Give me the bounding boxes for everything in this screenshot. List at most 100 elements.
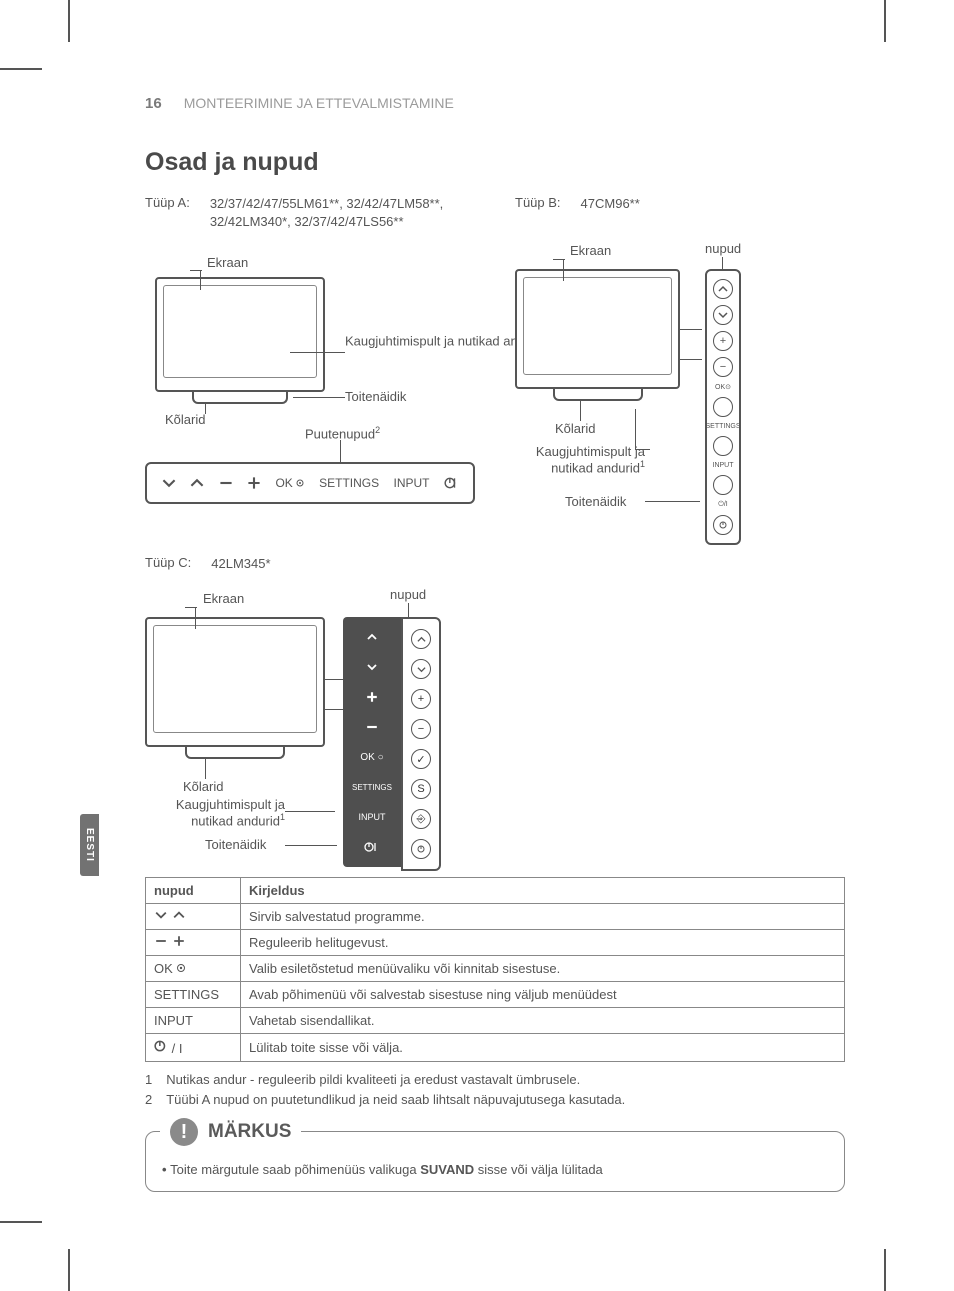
lead-line [290, 352, 345, 353]
desc-cell: Valib esiletõstetud menüüvaliku või kinn… [241, 956, 845, 982]
btn-cell-updown [146, 904, 241, 930]
table-row: INPUT Vahetab sisendallikat. [146, 1008, 845, 1034]
chevron-down-icon [343, 653, 401, 681]
minus-icon: − [713, 357, 733, 377]
circle-settings-icon: S [403, 775, 439, 803]
power-icon [343, 833, 401, 861]
callout-buttons: nupud [705, 241, 741, 256]
callout-text: Kaugjuhtimispult ja nutikad andurid [536, 444, 645, 475]
lead-line [190, 270, 202, 271]
plus-icon: + [713, 331, 733, 351]
type-b-block: Tüüp B: 47CM96** Ekraan nupud Kõlarid Ka… [515, 195, 845, 539]
input-button-label: INPUT [393, 476, 429, 490]
note-title-text: MÄRKUS [208, 1121, 291, 1143]
desc-cell: Reguleerib helitugevust. [241, 930, 845, 956]
chevron-up-icon [713, 279, 733, 299]
circle-input-icon: ⎆ [403, 805, 439, 833]
callout-buttons: nupud [390, 587, 426, 602]
footnote-ref: 1 [640, 459, 645, 469]
lead-line [285, 845, 337, 846]
lead-line [195, 607, 196, 629]
btn-cell-plusminus [146, 930, 241, 956]
crop-mark [884, 0, 886, 42]
footnote-1: 1Nutikas andur - reguleerib pildi kvalit… [145, 1070, 845, 1090]
type-b-diagram: Ekraan nupud Kõlarid Kaugjuhtimispult ja… [515, 219, 845, 539]
input-button-icon [713, 475, 733, 495]
lead-line [293, 397, 345, 398]
circle-power-icon [403, 835, 439, 863]
minus-icon [343, 713, 401, 741]
chevron-up-icon [190, 476, 204, 490]
type-c-models: 42LM345* [211, 555, 270, 573]
power-button-icon [713, 515, 733, 535]
desc-cell: Sirvib salvestatud programme. [241, 904, 845, 930]
type-a-diagram: Ekraan Kaugjuhtimispult ja nutikad andur… [145, 237, 475, 532]
btn-cell-settings: SETTINGS [146, 982, 241, 1008]
button-panel: + − OK⊙ SETTINGS INPUT ⏻/I [705, 269, 741, 545]
type-a-models: 32/37/42/47/55LM61**, 32/42/47LM58**, 32… [210, 195, 475, 231]
btn-cell-ok: OK [146, 956, 241, 982]
lead-line [680, 359, 702, 360]
lead-line [185, 607, 197, 608]
lead-line [580, 401, 581, 421]
crop-mark [68, 0, 70, 42]
lead-line [553, 259, 565, 260]
power-label: ⏻/I [718, 501, 727, 509]
language-tab: EESTI [80, 814, 99, 876]
btn-cell-input: INPUT [146, 1008, 241, 1034]
type-c-label: Tüüp C: [145, 555, 191, 573]
note-body: Toite märgutule saab põhimenüüs valikuga… [162, 1162, 828, 1177]
lead-line [340, 440, 341, 462]
callout-screen: Ekraan [203, 591, 244, 606]
section-title: Osad ja nupud [145, 148, 845, 177]
note-text-bold: SUVAND [420, 1162, 474, 1177]
lead-line [200, 270, 201, 290]
lead-line [645, 501, 700, 502]
type-b-label: Tüüp B: [515, 195, 561, 213]
input-label: INPUT [713, 462, 734, 469]
chevron-down-icon [713, 305, 733, 325]
circle-down-icon [403, 655, 439, 683]
callout-text: Kaugjuhtimispult ja nutikad andurid [176, 797, 285, 828]
circle-up-icon [403, 625, 439, 653]
lead-line [408, 603, 409, 617]
minus-icon [219, 476, 233, 490]
callout-remote-sensor: Kaugjuhtimispult ja nutikad andurid1 [145, 797, 285, 828]
ok-button-icon [713, 397, 733, 417]
callout-screen: Ekraan [207, 255, 248, 270]
footnote-ref: 2 [375, 425, 380, 435]
light-button-panel: + − ✓ S ⎆ [401, 617, 441, 871]
chevron-down-icon [162, 476, 176, 490]
input-label: INPUT [343, 803, 401, 831]
type-a-block: Tüüp A: 32/37/42/47/55LM61**, 32/42/47LM… [145, 195, 475, 539]
settings-label: SETTINGS [706, 423, 741, 430]
note-box: ! MÄRKUS Toite märgutule saab põhimenüüs… [145, 1131, 845, 1192]
desc-cell: Avab põhimenüü või salvestab sisestuse n… [241, 982, 845, 1008]
type-c-diagram: Ekraan nupud Kõlarid Kaugjuhtimispult ja… [145, 579, 845, 869]
power-icon [444, 476, 458, 490]
callout-speakers: Kõlarid [183, 779, 223, 794]
callout-touch-buttons: Puutenupud2 [305, 425, 380, 441]
table-row: / I Lülitab toite sisse või välja. [146, 1034, 845, 1062]
table-row: OK Valib esiletõstetud menüüvaliku või k… [146, 956, 845, 982]
plus-icon [343, 683, 401, 711]
ok-button-label: OK [275, 476, 304, 490]
circle-minus-icon: − [403, 715, 439, 743]
plus-icon [247, 476, 261, 490]
lead-line [680, 329, 702, 330]
lead-line [635, 409, 636, 449]
crop-mark [0, 1221, 42, 1223]
lead-line [205, 404, 206, 414]
ok-label: OK ○ [343, 743, 401, 771]
footnotes: 1Nutikas andur - reguleerib pildi kvalit… [145, 1070, 845, 1109]
note-title: ! MÄRKUS [160, 1118, 301, 1146]
lead-line [325, 709, 343, 710]
footnote-ref: 1 [280, 812, 285, 822]
note-text-pre: Toite märgutule saab põhimenüüs valikuga [170, 1162, 420, 1177]
buttons-description-table: nupud Kirjeldus Sirvib salvestatud progr… [145, 877, 845, 1062]
callout-power-indicator: Toitenäidik [205, 837, 266, 852]
settings-button-icon [713, 436, 733, 456]
crop-mark [884, 1249, 886, 1291]
page-number: 16 [145, 95, 162, 112]
table-header-buttons: nupud [146, 878, 241, 904]
